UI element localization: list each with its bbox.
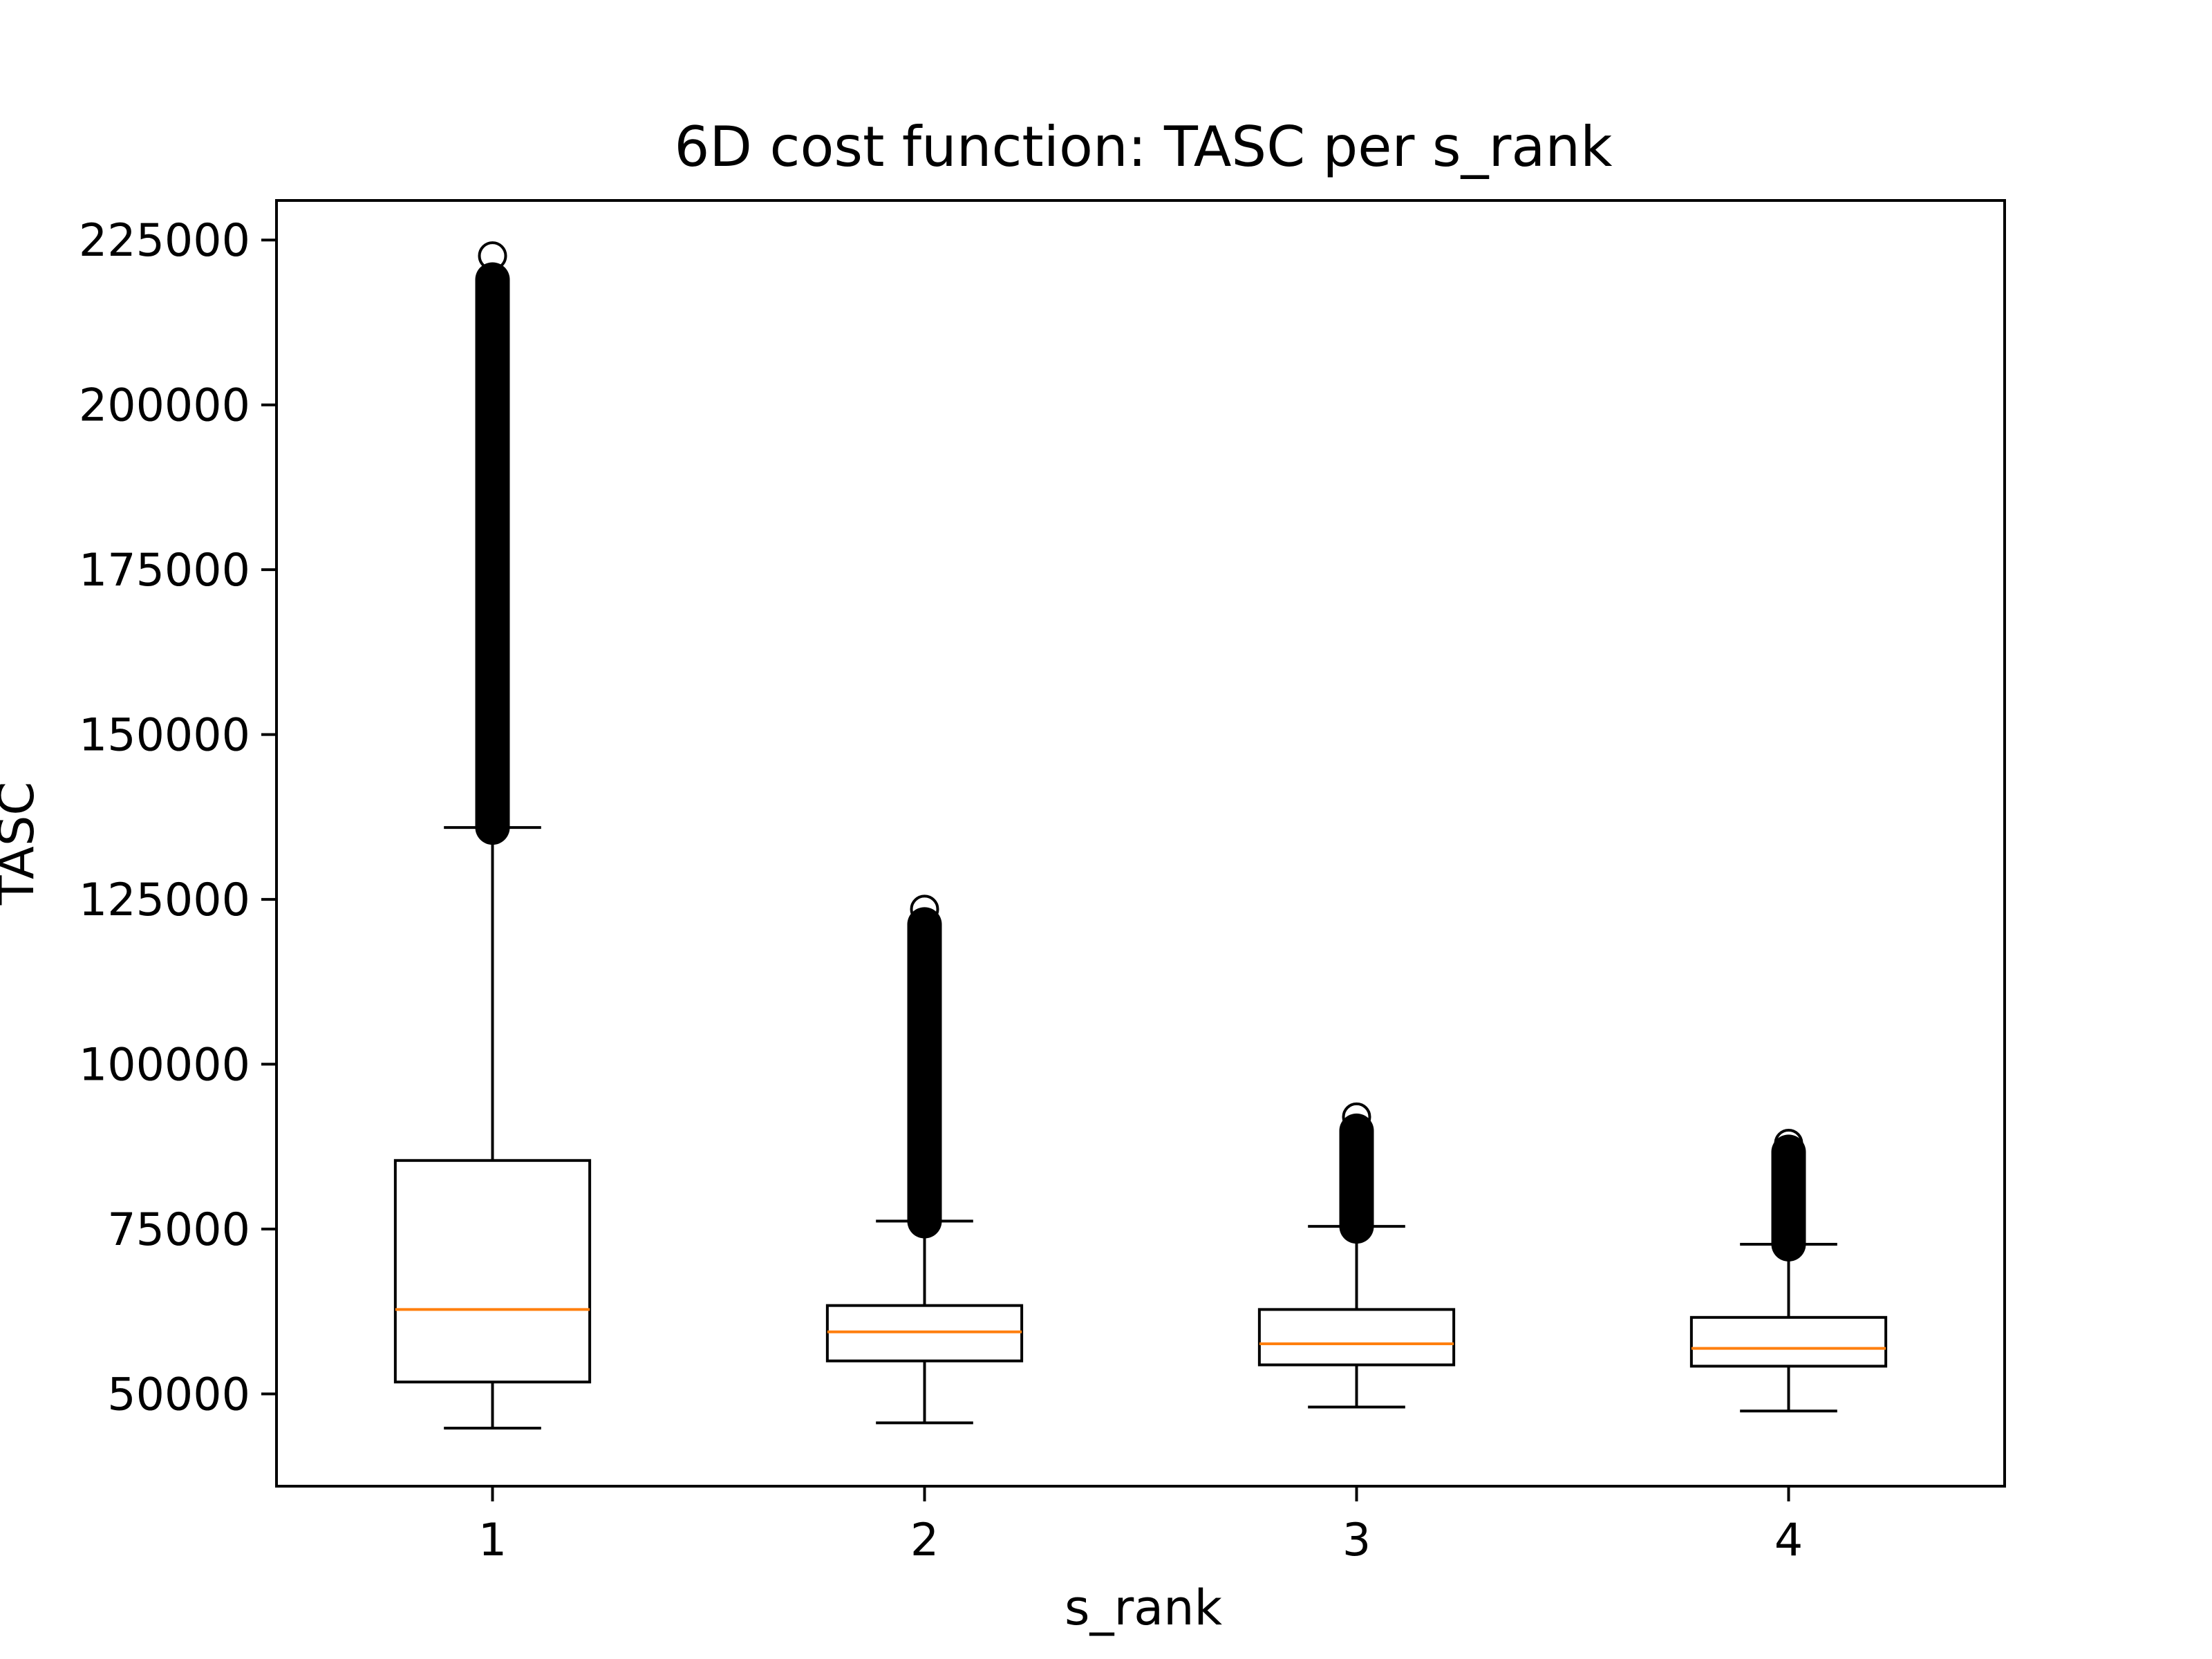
box-group-1 [393, 241, 592, 1430]
y-axis: 50000 75000 100000 125000 150000 175000 200000… [79, 215, 276, 1421]
flier-point [910, 894, 939, 924]
box-group-4 [1689, 1129, 1888, 1413]
plot-area [393, 241, 1888, 1430]
chart-title: 6D cost function: TASC per s_rank [675, 115, 1613, 179]
flier-point [1774, 1129, 1803, 1158]
flier-point [478, 241, 507, 271]
box-group-3 [1257, 1102, 1456, 1409]
plot-frame [275, 199, 2006, 1488]
y-tick-label: 125000 [79, 874, 250, 926]
x-tick-label: 1 [478, 1515, 507, 1566]
iqr-box [393, 1159, 592, 1384]
y-axis-label: TASC [0, 782, 45, 906]
iqr-box [1257, 1308, 1456, 1367]
x-axis: 1 2 3 4 [478, 1486, 1803, 1566]
y-tick-label: 200000 [79, 380, 250, 432]
x-axis-label: s_rank [1065, 1580, 1223, 1636]
y-tick-label: 100000 [79, 1040, 250, 1091]
x-tick-label: 2 [910, 1515, 939, 1566]
y-tick-label: 175000 [79, 545, 250, 597]
box-group-2 [825, 894, 1024, 1425]
y-tick-label: 50000 [107, 1369, 250, 1421]
x-tick-label: 4 [1774, 1515, 1803, 1566]
iqr-box [1689, 1315, 1888, 1368]
x-tick-label: 3 [1342, 1515, 1371, 1566]
y-tick-label: 225000 [79, 215, 250, 267]
y-tick-label: 150000 [79, 710, 250, 762]
flier-point [1342, 1102, 1371, 1132]
y-tick-label: 75000 [107, 1204, 250, 1256]
